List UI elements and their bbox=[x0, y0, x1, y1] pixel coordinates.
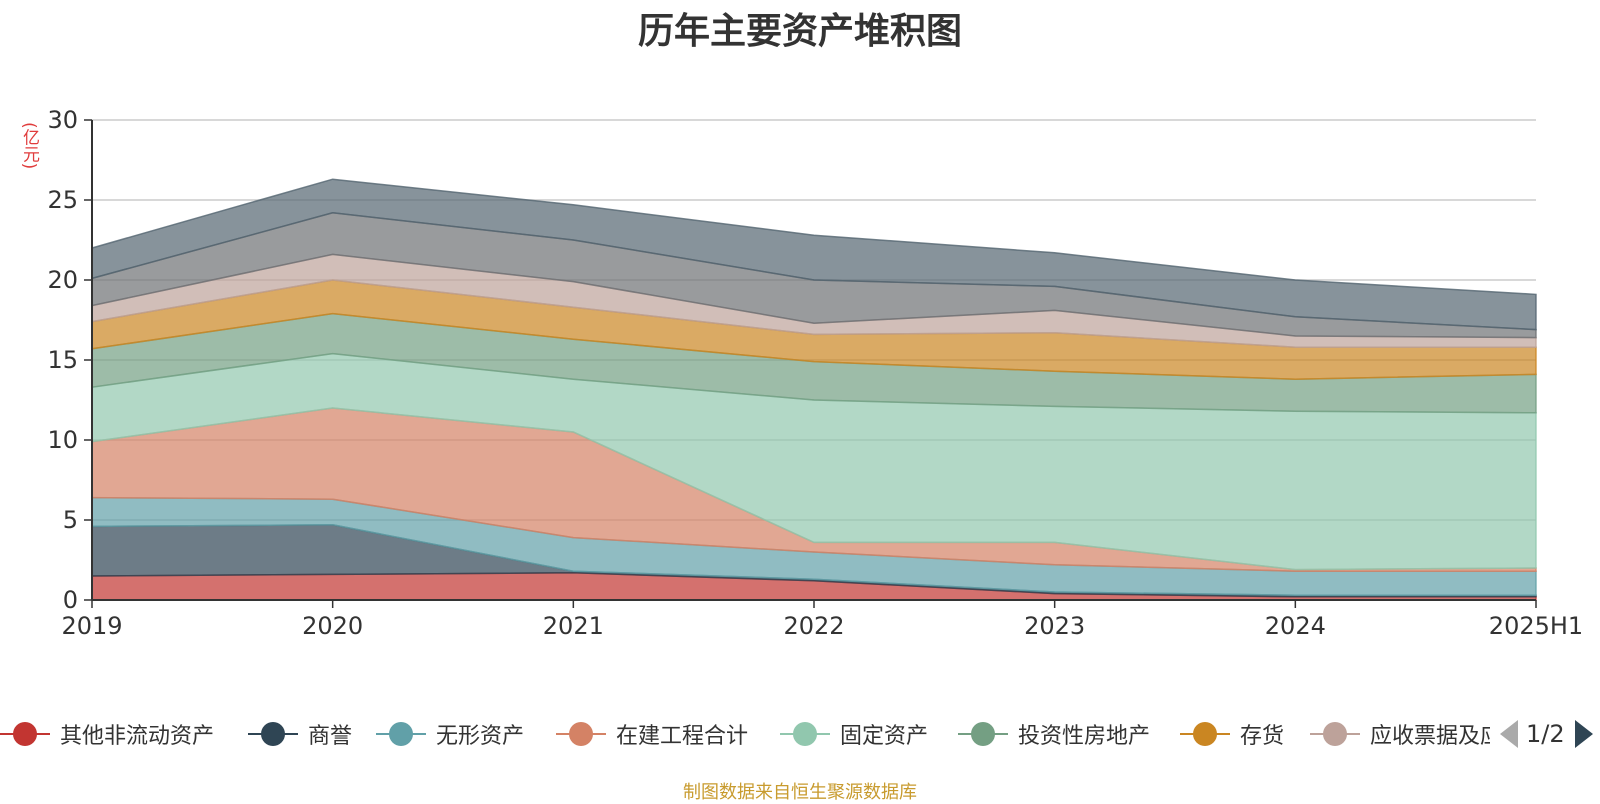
legend-swatch-icon bbox=[1180, 719, 1230, 749]
legend-page-indicator: 1/2 bbox=[1526, 720, 1565, 748]
y-tick-label-20: 20 bbox=[47, 266, 78, 294]
x-tick-label-2023: 2023 bbox=[1024, 612, 1085, 640]
y-tick-label-25: 25 bbox=[47, 186, 78, 214]
legend-swatch-icon bbox=[376, 719, 426, 749]
chart-title: 历年主要资产堆积图 bbox=[637, 11, 962, 52]
y-tick-label-10: 10 bbox=[47, 426, 78, 454]
legend-swatch-icon bbox=[0, 719, 50, 749]
chart-legend: 其他非流动资产 商誉 无形资产 在建工程合计 固定资产 投资性房地产 存货 应收票据及应收账款 bbox=[0, 714, 1490, 754]
data-source-note: 制图数据来自恒生聚源数据库 bbox=[683, 782, 917, 803]
stacked-area-chart: 0 5 10 15 20 25 30 2019 2020 2021 2022 2023 2024 2025… bbox=[47, 106, 1583, 640]
x-tick-label-2020: 2020 bbox=[302, 612, 363, 640]
legend-label: 无形资产 bbox=[436, 724, 525, 749]
legend-item-4[interactable]: 固定资产 bbox=[780, 714, 928, 754]
legend-swatch-icon bbox=[1310, 719, 1360, 749]
legend-next-icon[interactable] bbox=[1574, 720, 1593, 748]
legend-label: 存货 bbox=[1240, 724, 1285, 749]
area-series-9[interactable] bbox=[91, 178, 1537, 331]
legend-item-2[interactable]: 无形资产 bbox=[376, 714, 524, 754]
legend-swatch-icon bbox=[780, 719, 830, 749]
axes: 0 5 10 15 20 25 30 2019 2020 2021 2022 2023 2024 2025… bbox=[47, 106, 1583, 640]
legend-item-5[interactable]: 投资性房地产 bbox=[958, 714, 1150, 754]
legend-swatch-icon bbox=[248, 719, 298, 749]
x-tick-label-2022: 2022 bbox=[783, 612, 844, 640]
legend-label: 其他非流动资产 bbox=[60, 724, 215, 749]
legend-swatch-icon bbox=[556, 719, 606, 749]
legend-item-7[interactable]: 应收票据及应收账款 bbox=[1310, 714, 1490, 754]
legend-item-1[interactable]: 商誉 bbox=[248, 714, 352, 754]
y-tick-label-30: 30 bbox=[47, 106, 78, 134]
area-series bbox=[91, 178, 1537, 601]
legend-label: 投资性房地产 bbox=[1018, 724, 1151, 749]
legend-item-0[interactable]: 其他非流动资产 bbox=[0, 714, 214, 754]
legend-item-6[interactable]: 存货 bbox=[1180, 714, 1284, 754]
y-tick-label-0: 0 bbox=[63, 586, 78, 614]
y-tick-label-15: 15 bbox=[47, 346, 78, 374]
legend-label: 在建工程合计 bbox=[616, 724, 749, 749]
legend-pager: 1/2 bbox=[1500, 716, 1593, 752]
x-tick-label-2021: 2021 bbox=[543, 612, 604, 640]
legend-prev-icon[interactable] bbox=[1500, 720, 1518, 748]
x-tick-label-2025H1: 2025H1 bbox=[1489, 612, 1583, 640]
x-tick-label-2019: 2019 bbox=[61, 612, 122, 640]
x-tick-label-2024: 2024 bbox=[1265, 612, 1326, 640]
legend-label: 应收票据及应收账款 bbox=[1370, 724, 1490, 749]
y-tick-label-5: 5 bbox=[63, 506, 78, 534]
legend-label: 商誉 bbox=[308, 724, 353, 749]
legend-swatch-icon bbox=[958, 719, 1008, 749]
y-axis-unit-label: (亿元) bbox=[19, 122, 39, 170]
legend-label: 固定资产 bbox=[840, 724, 929, 749]
legend-item-3[interactable]: 在建工程合计 bbox=[556, 714, 748, 754]
